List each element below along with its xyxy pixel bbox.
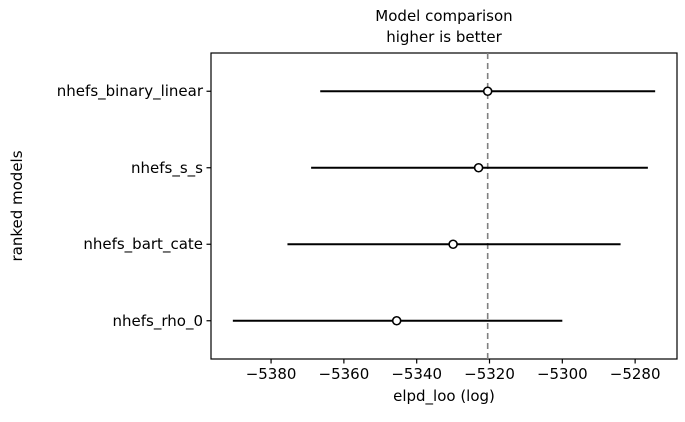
axes-spines (210, 52, 678, 360)
chart-title: Model comparison higher is better (211, 6, 677, 48)
ytick-label-nhefs-s-s: nhefs_s_s (131, 158, 203, 177)
chart-title-line1: Model comparison (375, 7, 513, 25)
point-marker-nhefs_rho_0 (391, 315, 402, 326)
xtick-label-1: −5360 (318, 365, 370, 383)
xtick-label-4: −5300 (536, 365, 588, 383)
xtick-label-0: −5380 (245, 365, 297, 383)
chart-title-line2: higher is better (386, 28, 502, 46)
point-marker-nhefs_binary_linear (482, 86, 493, 97)
ytick-label-nhefs-rho-0: nhefs_rho_0 (112, 311, 203, 330)
xtick-label-2: −5340 (391, 365, 443, 383)
xtick-label-3: −5320 (464, 365, 515, 383)
ytick-label-nhefs-bart-cate: nhefs_bart_cate (83, 235, 203, 254)
xtick-label-5: −5280 (609, 365, 661, 383)
point-marker-nhefs_bart_cate (448, 239, 458, 250)
point-marker-nhefs_s_s (473, 162, 484, 173)
x-axis-label: elpd_loo (log) (393, 387, 495, 405)
ytick-label-nhefs-binary-linear: nhefs_binary_linear (56, 82, 203, 101)
